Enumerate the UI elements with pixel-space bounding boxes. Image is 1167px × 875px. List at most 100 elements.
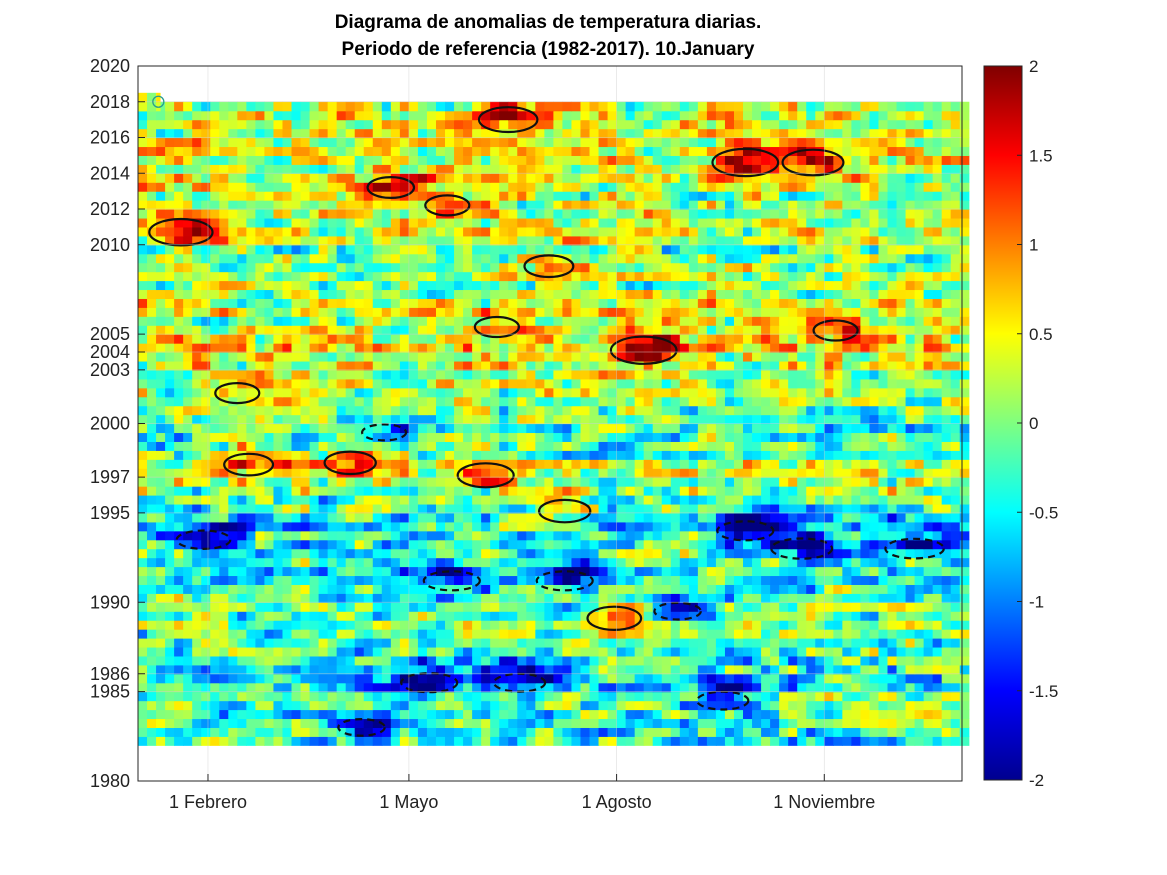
heatmap-cell — [679, 646, 690, 657]
heatmap-cell — [363, 530, 374, 541]
heatmap-cell — [761, 450, 771, 460]
heatmap-cell — [399, 369, 410, 380]
heatmap-cell — [219, 664, 229, 675]
heatmap-cell — [824, 414, 834, 425]
heatmap-cell — [417, 396, 428, 407]
heatmap-cell — [354, 396, 365, 407]
heatmap-cell — [445, 584, 455, 594]
heatmap-cell — [670, 736, 681, 746]
heatmap-cell — [724, 396, 735, 407]
heatmap-cell — [210, 450, 220, 460]
heatmap-cell — [625, 289, 636, 299]
heatmap-cell — [354, 307, 365, 317]
heatmap-cell — [174, 682, 184, 693]
heatmap-cell — [291, 566, 302, 577]
heatmap-cell — [923, 566, 934, 577]
heatmap-cell — [273, 423, 284, 434]
heatmap-cell — [562, 459, 573, 469]
heatmap-cell — [788, 718, 798, 728]
heatmap-cell — [454, 423, 464, 434]
heatmap-cell — [327, 253, 338, 264]
heatmap-cell — [255, 325, 266, 335]
heatmap-cell — [797, 673, 807, 684]
heatmap-cell — [571, 584, 582, 594]
heatmap-cell — [833, 495, 843, 505]
heatmap-cell — [219, 414, 229, 425]
heatmap-cell — [571, 557, 582, 568]
heatmap-cell — [697, 387, 708, 398]
heatmap-cell — [842, 459, 852, 469]
heatmap-cell — [526, 700, 536, 711]
heatmap-cell — [309, 307, 320, 317]
heatmap-cell — [300, 405, 311, 416]
heatmap-cell — [788, 655, 798, 666]
heatmap-cell — [896, 352, 907, 362]
heatmap-cell — [517, 709, 527, 720]
heatmap-cell — [815, 718, 825, 728]
heatmap-cell — [761, 441, 771, 451]
heatmap-cell — [445, 620, 455, 630]
heatmap-cell — [851, 611, 862, 621]
heatmap-cell — [138, 495, 148, 505]
heatmap-cell — [390, 682, 401, 693]
heatmap-cell — [463, 736, 473, 746]
heatmap-cell — [571, 575, 582, 585]
heatmap-cell — [192, 646, 202, 657]
heatmap-cell — [553, 512, 564, 523]
heatmap-cell — [472, 709, 482, 720]
heatmap-cell — [598, 709, 609, 720]
heatmap-cell — [517, 289, 527, 299]
heatmap-cell — [607, 459, 618, 469]
heatmap-cell — [815, 673, 825, 684]
heatmap-cell — [914, 539, 925, 550]
heatmap-cell — [715, 271, 726, 282]
heatmap-cell — [336, 441, 347, 451]
heatmap-cell — [481, 450, 491, 460]
heatmap-cell — [887, 486, 898, 496]
heatmap-cell — [481, 646, 491, 657]
heatmap-cell — [697, 441, 708, 451]
heatmap-cell — [201, 736, 211, 746]
heatmap-cell — [390, 378, 401, 389]
heatmap-cell — [264, 655, 275, 666]
heatmap-cell — [779, 521, 789, 532]
heatmap-cell — [273, 352, 284, 362]
heatmap-cell — [237, 638, 247, 648]
heatmap-cell — [688, 727, 699, 737]
heatmap-cell — [372, 343, 383, 353]
heatmap-cell — [761, 646, 771, 657]
heatmap-cell — [156, 575, 166, 585]
heatmap-cell — [598, 298, 609, 308]
heatmap-cell — [589, 307, 600, 317]
heatmap-cell — [363, 718, 374, 728]
heatmap-cell — [264, 369, 275, 380]
heatmap-cell — [499, 557, 509, 568]
heatmap-cell — [688, 423, 699, 434]
heatmap-cell — [417, 441, 428, 451]
heatmap-cell — [282, 405, 293, 416]
heatmap-cell — [481, 271, 491, 282]
heatmap-cell — [183, 593, 193, 603]
heatmap-cell — [219, 343, 229, 353]
heatmap-cell — [616, 611, 627, 621]
heatmap-cell — [345, 495, 356, 505]
heatmap-cell — [228, 343, 238, 353]
heatmap-cell — [336, 262, 347, 273]
heatmap-cell — [634, 673, 645, 684]
heatmap-cell — [941, 459, 952, 469]
heatmap-cell — [426, 298, 437, 308]
heatmap-cell — [499, 414, 509, 425]
heatmap-cell — [625, 486, 636, 496]
heatmap-cell — [724, 691, 735, 702]
heatmap-cell — [589, 423, 600, 434]
heatmap-cell — [589, 638, 600, 648]
heatmap-cell — [580, 593, 591, 603]
heatmap-cell — [463, 638, 473, 648]
heatmap-cell — [318, 253, 329, 264]
heatmap-cell — [580, 316, 591, 326]
heatmap-cell — [806, 530, 816, 541]
heatmap-cell — [490, 673, 500, 684]
heatmap-cell — [959, 566, 970, 577]
heatmap-cell — [824, 673, 834, 684]
heatmap-cell — [715, 638, 726, 648]
